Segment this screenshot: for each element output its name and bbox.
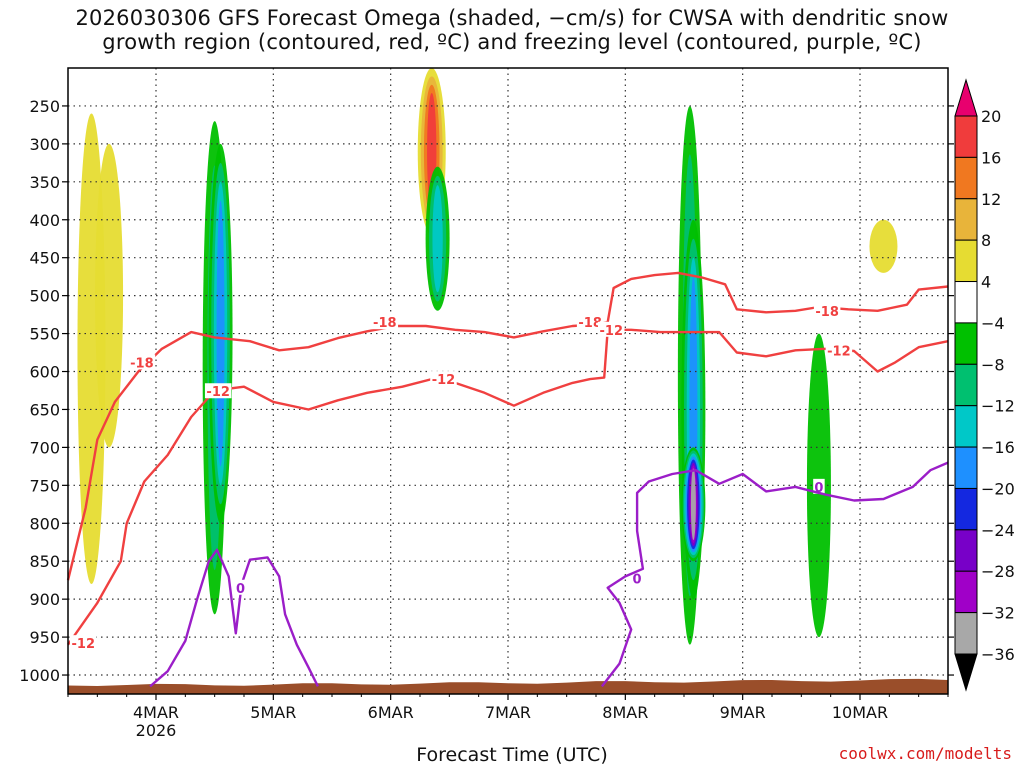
contour-label-dgz-bottom-minus-12-1: -12 [206,385,230,400]
omega-cell-5-2 [432,185,443,293]
colorbar-box-10 [954,529,978,572]
contour-label-dgz-bottom-minus-12-3: -12 [600,324,624,339]
colorbar-box-4 [954,281,978,324]
colorbar-box-11 [954,570,978,614]
colorbar-label-7: −12 [981,397,1015,416]
omega-cell-10-0 [869,219,898,273]
terrain-strip [68,678,948,694]
y-tick-label-350: 350 [29,173,60,192]
contour-label-dgz-top-minus-18-1: -18 [373,316,397,331]
y-tick-label-800: 800 [29,514,60,533]
contour-label-freezing-level-0-0: 0 [236,582,245,597]
contour-label-dgz-bottom-minus-12-4: -12 [827,344,851,359]
y-tick-label-250: 250 [29,97,60,116]
colorbar: 20 16 12 8 4 −4 −8 −12 −16 −20 −24 −28 −32 −36 [954,78,1015,692]
colorbar-label-8: −16 [981,438,1015,457]
contour-label-bg [598,321,625,337]
colorbar-label-1: 16 [981,148,1001,167]
chart-title-line-1: 2026030306 GFS Forecast Omega (shaded, −… [75,6,949,30]
y-tick-label-650: 650 [29,400,60,419]
chart-title: 2026030306 GFS Forecast Omega (shaded, −… [0,6,1024,54]
contour-label-bg [576,314,604,330]
x-tick-label-5MAR: 5MAR [250,703,296,722]
x-tick-label-6MAR: 6MAR [368,703,414,722]
contour-freezing-level-0-east [600,461,949,688]
colorbar-label-6: −8 [981,355,1005,374]
colorbar-box-8 [954,446,978,489]
x-tick-sublabel: 2026 [136,721,177,740]
colorbar-triangle-top [954,78,978,117]
contour-dgz-top-minus-18 [66,271,949,581]
terrain-surface [68,678,948,694]
colorbar-box-9 [954,487,978,531]
colorbar-box-5 [954,322,978,365]
contour-label-dgz-top-minus-18-0: -18 [130,356,154,371]
grid-lines [68,68,948,694]
contour-label-bg [70,635,97,651]
colorbar-box-0 [954,115,978,158]
x-tick-label-4MAR: 4MAR [133,703,179,722]
x-tick-label-8MAR: 8MAR [602,703,648,722]
colorbar-triangle-bottom [954,653,978,692]
chart-title-line-2: growth region (contoured, red, ºC) and f… [102,30,922,54]
omega-cell-3-3 [216,200,225,467]
contour-label-bg [631,570,643,586]
contour-dgz-bottom-minus-12 [67,328,949,646]
x-tick-label-10MAR: 10MAR [832,703,888,722]
colorbar-box-2 [954,198,978,241]
contour-label-dgz-top-minus-18-3: -18 [815,305,839,320]
y-tick-label-900: 900 [29,590,60,609]
y-tick-label-600: 600 [29,363,60,382]
x-axis-label: Forecast Time (UTC) [416,744,608,766]
colorbar-label-11: −28 [981,562,1015,581]
watermark-text: coolwx.com/modelts [838,744,1012,763]
colorbar-box-12 [954,612,978,655]
y-tick-label-700: 700 [29,438,60,457]
y-tick-label-450: 450 [29,249,60,268]
y-tick-label-1000: 1000 [19,666,60,685]
colorbar-box-6 [954,363,978,407]
contour-label-freezing-level-0-2: 0 [814,481,823,496]
colorbar-label-13: −36 [981,645,1015,664]
contour-label-bg [813,478,825,494]
y-tick-label-550: 550 [29,325,60,344]
contour-label-bg [825,342,853,358]
contour-label-bg [371,314,399,330]
colorbar-box-1 [954,156,978,200]
contour-label-bg [204,383,232,399]
y-tick-label-850: 850 [29,552,60,571]
colorbar-label-10: −24 [981,521,1015,540]
contour-label-dgz-top-minus-18-2: -18 [578,316,602,331]
contour-label-bg [234,579,247,595]
y-tick-label-500: 500 [29,287,60,306]
colorbar-label-5: −4 [981,314,1005,333]
axes: 250 300 350 400 450 500 550 600 650 700 750 800 850 9… [19,67,954,740]
colorbar-label-0: 20 [981,107,1001,126]
colorbar-box-7 [954,405,978,448]
colorbar-label-4: 4 [981,273,991,292]
contour-label-dgz-bottom-minus-12-0: -12 [72,637,96,652]
contour-label-bg [813,302,841,318]
colorbar-label-9: −20 [981,479,1015,498]
omega-cell-8-7 [690,468,696,541]
colorbar-label-2: 12 [981,190,1001,209]
y-tick-label-300: 300 [29,135,60,154]
contour-freezing-level-0 [149,548,319,688]
y-tick-label-950: 950 [29,628,60,647]
colorbar-label-3: 8 [981,231,991,250]
y-tick-label-400: 400 [29,211,60,230]
colorbar-box-3 [954,239,978,283]
contour-label-bg [128,354,156,370]
x-tick-label-9MAR: 9MAR [720,703,766,722]
colorbar-label-12: −32 [981,604,1015,623]
x-tick-label-7MAR: 7MAR [485,703,531,722]
contour-label-freezing-level-0-1: 0 [633,573,642,588]
y-tick-label-750: 750 [29,476,60,495]
contour-label-dgz-bottom-minus-12-2: -12 [432,373,456,388]
contour-label-bg [430,371,457,387]
